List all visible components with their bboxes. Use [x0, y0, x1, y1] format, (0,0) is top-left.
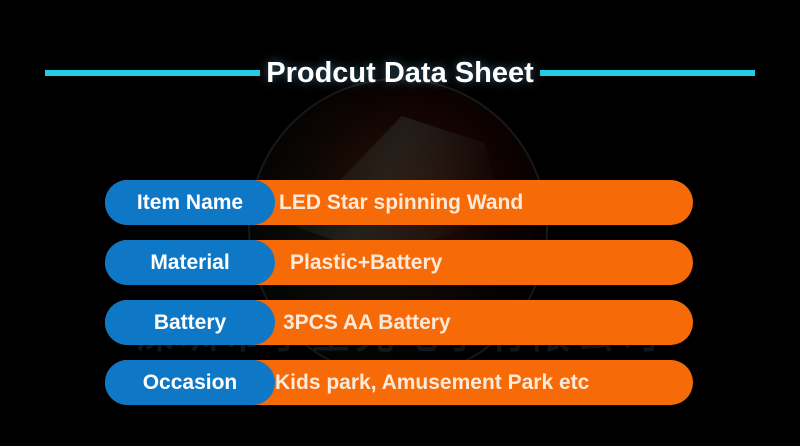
- title-rule-left: [45, 70, 261, 76]
- spec-value: 3PCS AA Battery: [283, 310, 451, 334]
- spec-label: Material: [150, 250, 230, 274]
- spec-table: LED Star spinning Wand Item Name Plastic…: [105, 180, 693, 405]
- spec-value: Plastic+Battery: [290, 250, 443, 274]
- spec-row: 3PCS AA Battery Battery: [105, 300, 693, 345]
- spec-value: LED Star spinning Wand: [279, 190, 524, 214]
- spec-label-pill-occasion: Occasion: [105, 360, 275, 405]
- spec-row: Kids park, Amusement Park etc Occasion: [105, 360, 693, 405]
- spec-label: Battery: [153, 310, 227, 334]
- spec-label-pill-battery: Battery: [105, 300, 275, 345]
- spec-row: Plastic+Battery Material: [105, 240, 693, 285]
- title-band: Prodcut Data Sheet: [0, 52, 800, 94]
- spec-label-pill-material: Material: [105, 240, 275, 285]
- spec-label: Occasion: [142, 370, 238, 394]
- page-title: Prodcut Data Sheet: [266, 56, 534, 89]
- spec-label: Item Name: [136, 190, 244, 214]
- spec-label-pill-item-name: Item Name: [105, 180, 275, 225]
- spec-value: Kids park, Amusement Park etc: [275, 370, 590, 394]
- spec-row: LED Star spinning Wand Item Name: [105, 180, 693, 225]
- title-rule-right: [539, 70, 755, 76]
